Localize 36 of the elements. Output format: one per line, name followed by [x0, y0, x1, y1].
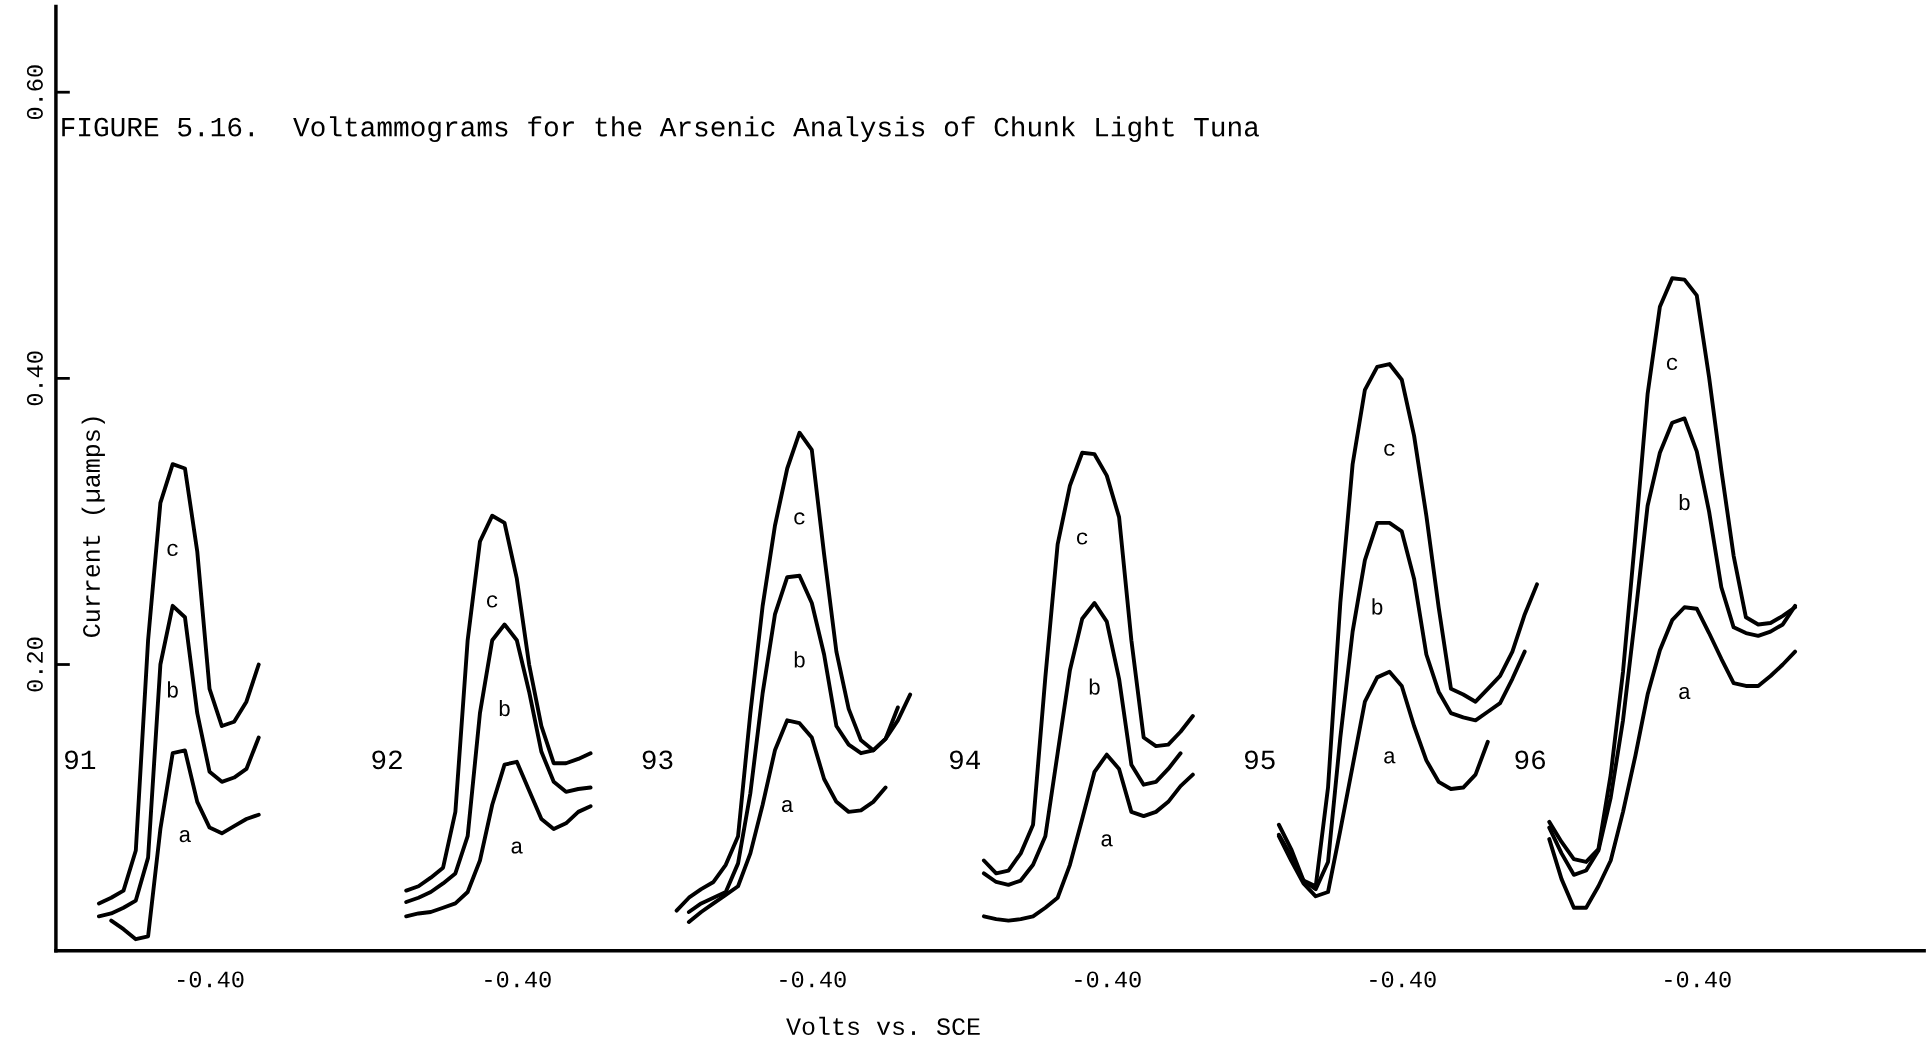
annotation: 92 [372, 750, 402, 770]
x-tick-label: -0.40 [1370, 971, 1436, 988]
series-label: a [1101, 834, 1113, 847]
series-label: b [499, 699, 510, 717]
text: FIGURE 5.16. Voltammograms for the Arsenic Analysis of Chunk Light Tuna [62, 116, 1259, 143]
y-tick-label: 0.40 [26, 351, 43, 406]
series-label: a [511, 841, 523, 854]
series-label: b [1372, 598, 1383, 615]
annotation: 95 [1244, 750, 1275, 770]
series-label: b [167, 681, 178, 698]
annotation: 94 [950, 750, 981, 770]
y-tick-label: 0.20 [26, 637, 43, 692]
annotation: 96 [1515, 750, 1545, 770]
x-tick-label: -0.40 [485, 971, 551, 988]
series-label: c [1076, 532, 1088, 545]
series-label: c [167, 543, 178, 557]
series-label: c [794, 512, 805, 525]
series-label: b [794, 651, 805, 668]
x-tick-label: -0.40 [780, 971, 846, 988]
series-label: c [1666, 357, 1678, 371]
series-label: a [781, 799, 794, 813]
x-axis-title: Volts vs. SCE [786, 1016, 980, 1036]
y-tick-label: 0.60 [26, 65, 43, 120]
series-label: a [179, 829, 191, 843]
series-label: b [1679, 493, 1690, 511]
x-tick-label: -0.40 [1665, 971, 1731, 988]
series-label: c [486, 595, 498, 608]
series-label: c [1384, 443, 1395, 456]
x-tick-label: -0.40 [177, 971, 244, 988]
annotation: 93 [642, 750, 673, 770]
annotation: 91 [65, 750, 96, 770]
series-label: b [1089, 678, 1100, 695]
x-tick-label: -0.40 [1075, 971, 1141, 988]
series-label: a [1384, 751, 1396, 764]
y-axis-title: Current (µamps) [81, 417, 105, 637]
series-label: a [1679, 686, 1691, 700]
